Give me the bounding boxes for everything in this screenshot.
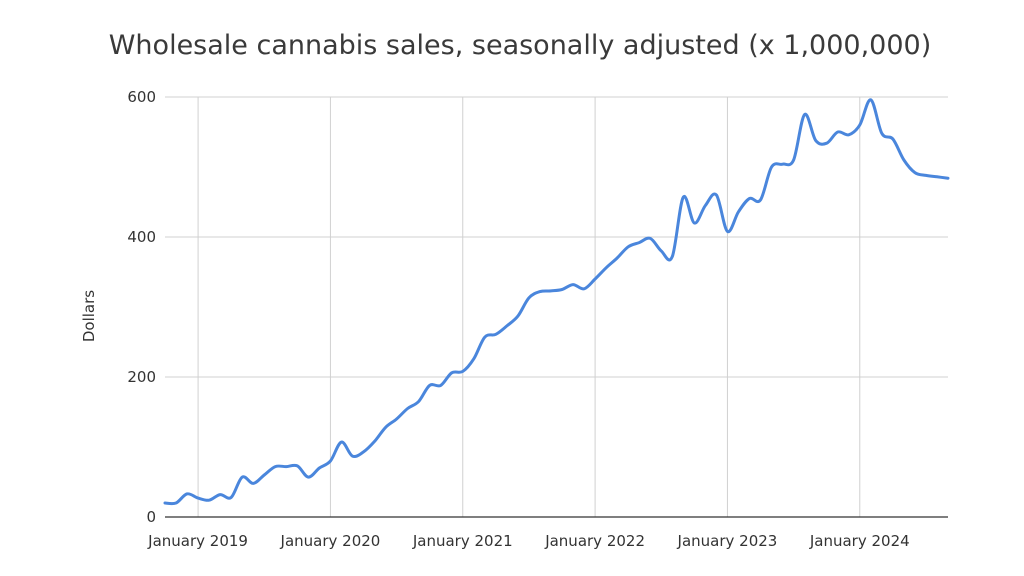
x-tick-label: January 2020 xyxy=(280,532,381,550)
y-axis-title: Dollars xyxy=(80,290,98,342)
series-layer xyxy=(163,98,950,506)
series-line xyxy=(163,98,950,506)
x-tick-label: January 2019 xyxy=(147,532,248,550)
x-tick-label: January 2023 xyxy=(677,532,778,550)
chart-title: Wholesale cannabis sales, seasonally adj… xyxy=(108,30,932,61)
label-layer: 0 200 400 600 January 2019 January 2020 Januar… xyxy=(127,88,909,550)
y-tick-label: 400 xyxy=(127,228,156,246)
y-tick-label: 200 xyxy=(127,368,156,386)
x-tick-label: January 2021 xyxy=(412,532,513,550)
y-tick-label: 600 xyxy=(127,88,156,106)
x-tick-label: January 2022 xyxy=(544,532,645,550)
grid-layer xyxy=(165,96,948,517)
y-tick-label: 0 xyxy=(146,508,156,526)
x-tick-label: January 2024 xyxy=(809,532,910,550)
